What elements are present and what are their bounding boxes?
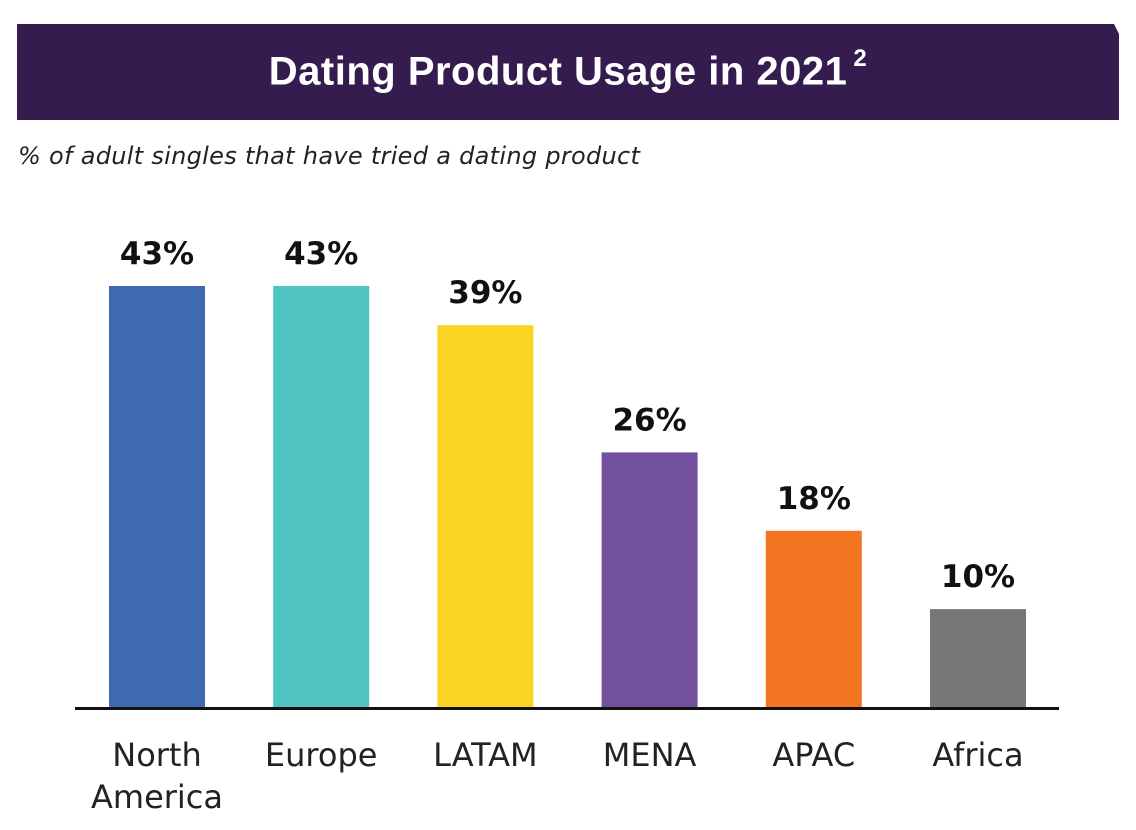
category-label-africa: Africa: [932, 736, 1023, 774]
category-label-europe: Europe: [265, 736, 378, 774]
bar-north-america: [109, 286, 205, 707]
value-label-mena: 26%: [612, 402, 686, 438]
category-labels-group: North America Europe LATAM MENA APAC Africa: [91, 736, 1024, 816]
bar-latam: [437, 325, 534, 707]
chart-subtitle: % of adult singles that have tried a dat…: [18, 142, 641, 170]
bars-group: [109, 286, 1026, 707]
bar-europe: [273, 286, 370, 707]
chart-title-text: Dating Product Usage in 2021: [268, 49, 848, 94]
value-label-europe: 43%: [284, 236, 358, 272]
category-label-north-america: North America: [91, 736, 223, 816]
chart-title-superscript: 2: [853, 45, 868, 73]
value-label-apac: 18%: [777, 481, 851, 517]
title-banner: Dating Product Usage in 2021 2: [17, 24, 1119, 120]
bar-mena: [601, 452, 698, 707]
value-labels-group: 43% 43% 39% 26% 18% 10%: [120, 236, 1015, 595]
bar-apac: [765, 530, 862, 707]
value-label-north-america: 43%: [120, 236, 194, 272]
category-label-latam: LATAM: [433, 736, 538, 774]
value-label-latam: 39%: [448, 275, 522, 311]
chart-title: Dating Product Usage in 2021 2: [268, 45, 867, 94]
category-label-apac: APAC: [772, 736, 855, 774]
value-label-africa: 10%: [941, 559, 1015, 595]
bar-africa: [930, 609, 1026, 707]
category-label-mena: MENA: [603, 736, 697, 774]
